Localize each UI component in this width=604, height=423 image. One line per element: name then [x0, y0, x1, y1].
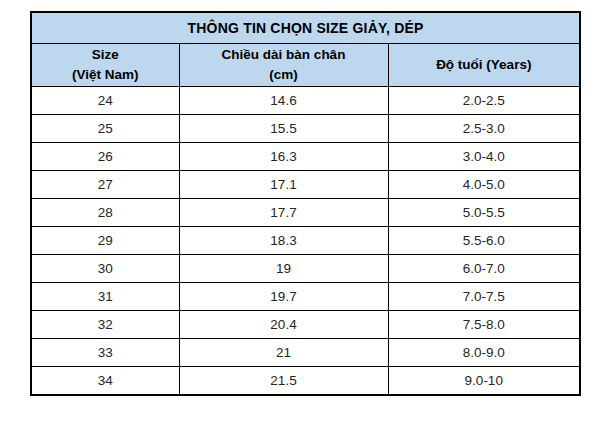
age-range-cell: 7.5-8.0: [388, 311, 580, 339]
foot-length-cell: 17.7: [179, 199, 388, 227]
foot-length-cell: 21: [179, 339, 388, 367]
size-cell: 25: [31, 115, 179, 143]
size-cell: 26: [31, 143, 179, 171]
column-header-age-line1: Độ tuổi (Years): [389, 55, 580, 75]
column-header-size: Size (Việt Nam): [31, 44, 179, 87]
age-range-cell: 5.0-5.5: [388, 199, 580, 227]
size-cell: 33: [31, 339, 179, 367]
foot-length-cell: 19: [179, 255, 388, 283]
size-cell: 31: [31, 283, 179, 311]
table-title: THÔNG TIN CHỌN SIZE GIẢY, DÉP: [31, 12, 580, 44]
column-header-foot-length-line1: Chiều dài bàn chân: [180, 45, 388, 65]
table-row: 27 17.1 4.0-5.0: [31, 171, 580, 199]
table-body: 24 14.6 2.0-2.5 25 15.5 2.5-3.0 26 16.3 …: [31, 87, 580, 396]
foot-length-cell: 20.4: [179, 311, 388, 339]
table-row: 32 20.4 7.5-8.0: [31, 311, 580, 339]
age-range-cell: 9.0-10: [388, 367, 580, 396]
foot-length-cell: 15.5: [179, 115, 388, 143]
table-row: 34 21.5 9.0-10: [31, 367, 580, 396]
size-cell: 27: [31, 171, 179, 199]
table-row: 26 16.3 3.0-4.0: [31, 143, 580, 171]
column-header-foot-length: Chiều dài bàn chân (cm): [179, 44, 388, 87]
column-header-size-line1: Size: [32, 45, 179, 65]
size-cell: 34: [31, 367, 179, 396]
age-range-cell: 2.0-2.5: [388, 87, 580, 115]
age-range-cell: 5.5-6.0: [388, 227, 580, 255]
column-header-age: Độ tuổi (Years): [388, 44, 580, 87]
table-row: 25 15.5 2.5-3.0: [31, 115, 580, 143]
table-row: 33 21 8.0-9.0: [31, 339, 580, 367]
foot-length-cell: 21.5: [179, 367, 388, 396]
age-range-cell: 7.0-7.5: [388, 283, 580, 311]
size-cell: 28: [31, 199, 179, 227]
table-header-row: Size (Việt Nam) Chiều dài bàn chân (cm) …: [31, 44, 580, 87]
table-row: 24 14.6 2.0-2.5: [31, 87, 580, 115]
age-range-cell: 2.5-3.0: [388, 115, 580, 143]
shoe-size-table: THÔNG TIN CHỌN SIZE GIẢY, DÉP Size (Việt…: [30, 11, 581, 396]
size-cell: 32: [31, 311, 179, 339]
age-range-cell: 4.0-5.0: [388, 171, 580, 199]
table-title-row: THÔNG TIN CHỌN SIZE GIẢY, DÉP: [31, 12, 580, 44]
table-row: 30 19 6.0-7.0: [31, 255, 580, 283]
age-range-cell: 8.0-9.0: [388, 339, 580, 367]
column-header-foot-length-line2: (cm): [180, 65, 388, 85]
size-cell: 30: [31, 255, 179, 283]
table-row: 28 17.7 5.0-5.5: [31, 199, 580, 227]
foot-length-cell: 17.1: [179, 171, 388, 199]
foot-length-cell: 19.7: [179, 283, 388, 311]
size-cell: 24: [31, 87, 179, 115]
age-range-cell: 6.0-7.0: [388, 255, 580, 283]
foot-length-cell: 18.3: [179, 227, 388, 255]
size-cell: 29: [31, 227, 179, 255]
column-header-size-line2: (Việt Nam): [32, 65, 179, 85]
table-row: 29 18.3 5.5-6.0: [31, 227, 580, 255]
foot-length-cell: 16.3: [179, 143, 388, 171]
age-range-cell: 3.0-4.0: [388, 143, 580, 171]
foot-length-cell: 14.6: [179, 87, 388, 115]
table-row: 31 19.7 7.0-7.5: [31, 283, 580, 311]
